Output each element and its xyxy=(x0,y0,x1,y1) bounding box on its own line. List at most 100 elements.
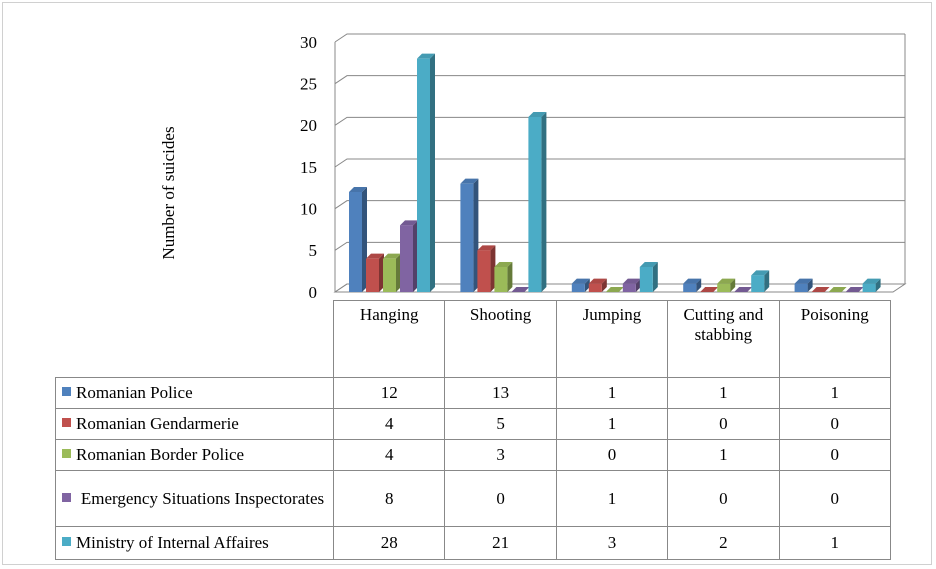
legend-cell: Romanian Gendarmerie xyxy=(55,408,334,440)
legend-swatch xyxy=(62,537,71,546)
legend-swatch xyxy=(62,449,71,458)
bar xyxy=(460,183,474,292)
value-cell: 12 xyxy=(332,377,446,409)
grid-line xyxy=(334,116,905,126)
bar-side xyxy=(490,245,496,292)
bar xyxy=(862,283,876,292)
bar-side xyxy=(601,278,607,292)
bar-side xyxy=(473,178,479,292)
value-cell: 28 xyxy=(332,526,446,560)
bar-side xyxy=(764,270,770,292)
bar-top xyxy=(700,287,719,292)
data-table: Hanging Shooting Jumping Cutting and stabbi… xyxy=(55,300,891,560)
legend-swatch xyxy=(62,418,71,427)
bar-top xyxy=(683,278,702,284)
value-cell: 3 xyxy=(444,439,557,471)
legend-cell: Romanian Police xyxy=(55,377,334,409)
bar-side xyxy=(730,278,736,292)
blank-cell xyxy=(56,301,334,378)
value-cell: 1 xyxy=(778,377,891,409)
bar xyxy=(400,225,413,292)
value-cell: 1 xyxy=(555,408,669,440)
bar xyxy=(794,283,808,292)
value-cell: 3 xyxy=(555,526,669,560)
bar xyxy=(383,258,396,292)
bar-side xyxy=(541,112,547,292)
grid-line xyxy=(334,241,905,251)
value-cell: 8 xyxy=(332,470,446,527)
bar-side xyxy=(696,278,702,292)
bar-side xyxy=(413,220,418,292)
y-tick-label: 25 xyxy=(300,75,317,94)
value-cell: 0 xyxy=(778,439,891,471)
bar-top xyxy=(460,178,479,184)
grid-line xyxy=(334,33,905,43)
bar-side xyxy=(430,53,435,292)
bar xyxy=(477,250,491,292)
value-cell: 4 xyxy=(332,439,446,471)
legend-cell: Ministry of Internal Affaires xyxy=(55,526,334,560)
bar xyxy=(349,192,362,292)
bar-top xyxy=(417,53,435,59)
bar-top xyxy=(588,278,607,284)
value-cell: 1 xyxy=(555,377,669,409)
bar-side xyxy=(807,278,813,292)
legend-label: Romanian Border Police xyxy=(76,445,245,464)
y-tick-label: 15 xyxy=(300,158,317,177)
y-axis-label: Number of suicides xyxy=(159,126,178,259)
legend-label: Emergency Situations Inspectorates xyxy=(80,488,325,508)
series-row: Romanian Gendarmerie 4 5 1 0 0 xyxy=(55,408,891,440)
value-cell: 0 xyxy=(444,470,557,527)
bar-top xyxy=(477,245,496,251)
bar xyxy=(571,283,585,292)
legend-label: Ministry of Internal Affaires xyxy=(76,533,269,552)
value-cell: 0 xyxy=(555,439,669,471)
bar xyxy=(366,258,379,292)
value-cell: 21 xyxy=(444,526,557,560)
bar-top xyxy=(845,287,864,292)
bar xyxy=(417,58,430,292)
series-row: Romanian Border Police 4 3 0 1 0 xyxy=(55,439,891,471)
bar-top xyxy=(794,278,813,284)
legend-label: Romanian Police xyxy=(76,383,193,402)
bar-top xyxy=(366,253,384,259)
value-cell: 1 xyxy=(667,439,780,471)
bar-side xyxy=(362,187,367,292)
bar-top xyxy=(717,278,736,284)
value-cell: 5 xyxy=(444,408,557,440)
bar-top xyxy=(862,278,881,284)
bar-side xyxy=(875,278,881,292)
bar-top xyxy=(622,278,641,284)
series-row: Emergency Situations Inspectorates 8 0 1 0 0 xyxy=(55,470,891,527)
y-tick-label: 30 xyxy=(300,33,317,52)
value-cell: 4 xyxy=(332,408,446,440)
value-cell: 2 xyxy=(667,526,780,560)
value-cell: 0 xyxy=(778,470,891,527)
grid-line xyxy=(334,200,905,210)
y-tick-label: 0 xyxy=(309,283,318,302)
bar-top xyxy=(494,262,513,267)
value-cell: 1 xyxy=(778,526,891,560)
bar-side xyxy=(379,253,384,292)
legend-swatch xyxy=(62,492,71,502)
bar-side xyxy=(396,253,401,292)
value-cell: 1 xyxy=(667,377,780,409)
bar xyxy=(717,283,731,292)
bar-top xyxy=(639,262,658,267)
series-row: Romanian Police 12 13 1 1 1 xyxy=(55,377,891,409)
y-tick-label: 5 xyxy=(309,241,318,260)
y-tick-label: 20 xyxy=(300,116,317,135)
series-row: Ministry of Internal Affaires 28 21 3 2 1 xyxy=(55,526,891,560)
value-cell: 0 xyxy=(667,470,780,527)
bar-top xyxy=(828,287,847,292)
bar-top xyxy=(400,220,418,226)
bar-top xyxy=(383,253,401,259)
bar xyxy=(751,275,765,292)
bar xyxy=(528,117,542,292)
bar-side xyxy=(584,278,590,292)
value-cell: 0 xyxy=(667,408,780,440)
bar-top xyxy=(528,112,547,117)
